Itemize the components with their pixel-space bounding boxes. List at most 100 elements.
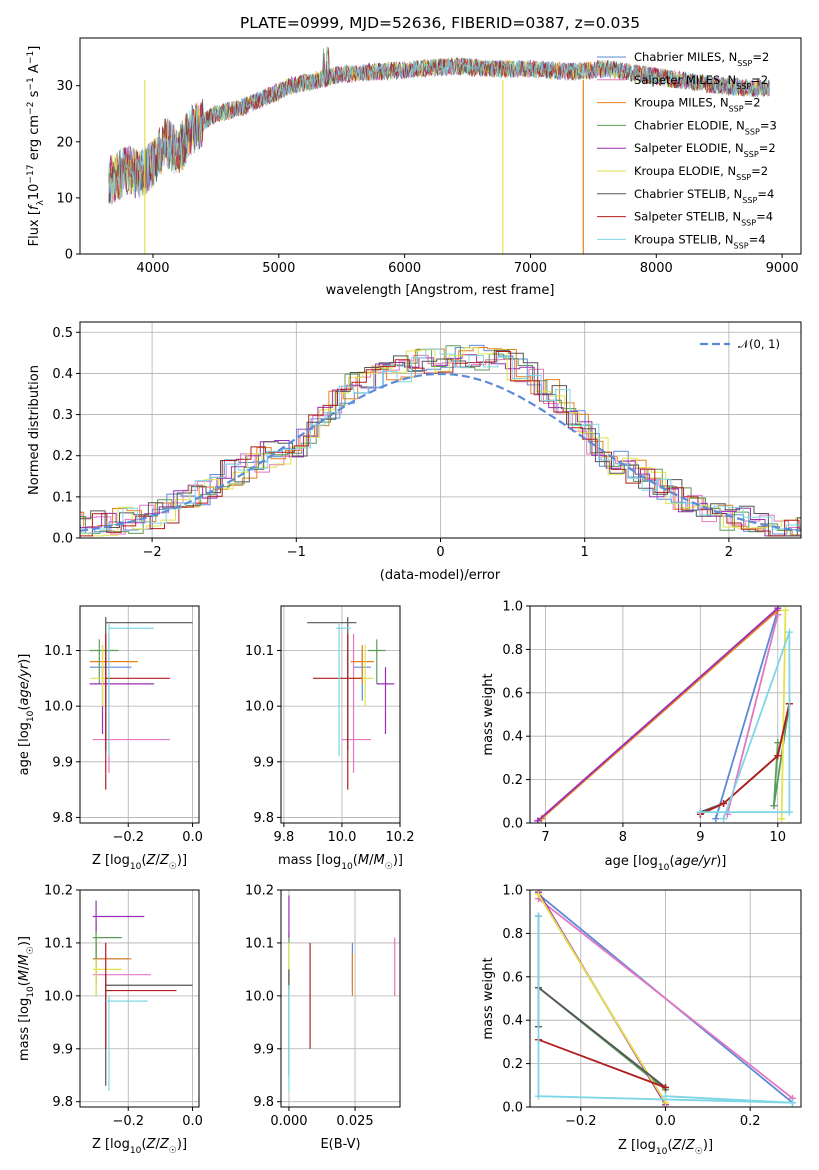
label-part: =2 [759,141,776,155]
y-axis-label: mass [log10(M/M☉)] [17,936,36,1061]
y-tick-label: 0.0 [502,817,523,832]
label-part: Z [log [92,1137,130,1152]
label-part: 10 [27,184,42,201]
legend-label: 𝒩(0, 1) [738,337,780,351]
panel-mass-weight-vs-Z: −0.2 0.0 0.2 0.0 0.2 0.4 0.6 0.8 1.0 mass weight Z… [481,884,802,1157]
label-part: 10 [26,986,36,998]
label-part: A [27,64,42,77]
legend-label: Kroupa STELIB, NSSP=4 [634,232,766,250]
legend-label: Chabrier MILES, NSSP=2 [634,50,769,68]
label-part: 10 [26,710,36,722]
weight-marker [789,1099,797,1107]
y-tick-label: 10.1 [44,936,73,951]
label-part: M [17,970,32,981]
y-tick-label: 10.1 [245,936,274,951]
plot-area [80,344,801,537]
x-tick-label: 2 [725,545,733,560]
x-axis-label: Z [log10(Z/Z☉)] [92,1137,187,1156]
label-part: =2 [751,164,768,178]
axes-frame [79,889,200,1108]
label-part: ( [353,853,358,868]
weight-marker [774,752,782,760]
label-part: )] [703,1138,713,1153]
label-part: f [27,203,42,210]
y-axis-label: mass weight [481,957,496,1039]
label-part: mass [log [17,998,32,1061]
plot-area [89,617,193,790]
label-part: =4 [749,232,766,246]
weight-line [699,703,791,816]
x-tick-label: −0.2 [112,1114,144,1129]
label-part: E(B-V) [320,1137,360,1152]
weight-marker [534,817,542,823]
y-tick-label: 10.2 [44,884,73,899]
weight-marker [720,815,728,823]
x-tick-label: 7000 [514,261,547,276]
x-tick-label: −1 [287,545,306,560]
label-part: −17 [26,164,36,183]
label-part: Z [159,1137,170,1152]
x-tick-label: 0.025 [336,1114,373,1129]
label-part: Salpeter ELODIE, N [634,141,744,155]
label-part: SSP [736,81,751,90]
label-part: Chabrier MILES, N [634,50,737,64]
label-part: =2 [751,73,768,87]
label-part: =3 [760,118,777,132]
weight-marker [774,606,782,612]
weight-line [538,1038,666,1089]
y-tick-label: 9.9 [52,1042,73,1057]
label-part: Z [672,1138,683,1153]
label-part: M [17,954,32,965]
spectrum-line [108,54,770,201]
weight-marker [720,799,728,807]
axes-frame [79,37,802,255]
label-part: )] [17,654,32,664]
axes-frame [79,605,200,824]
x-tick-label: 0.000 [270,1114,307,1129]
x-tick-label: 0.0 [655,1114,676,1129]
plot-area [534,890,797,1107]
y-tick-label: 9.8 [253,811,274,826]
weight-marker [785,808,793,816]
plot-area [108,46,770,254]
weight-marker [662,1092,669,1100]
label-part: / [17,965,32,970]
label-part: SSP [737,59,752,68]
y-tick-label: 9.8 [52,1095,73,1110]
label-part: )] [177,1137,187,1152]
y-tick-label: 9.8 [253,1095,274,1110]
histogram-steps [80,347,801,537]
label-part: ( [17,705,32,710]
label-part: age/yr [17,662,32,705]
weight-line [537,897,794,1100]
label-part: Salpeter MILES, N [634,73,736,87]
y-tick-label: 0.1 [52,490,73,505]
y-tick-label: 1.0 [502,600,523,615]
label-part: Chabrier STELIB, N [634,187,742,201]
y-tick-label: 30 [56,79,73,94]
x-tick-label: 0.0 [182,1114,203,1129]
y-tick-label: 10.0 [245,700,274,715]
y-tick-label: 0.0 [502,1101,523,1116]
y-axis-label: mass weight [481,673,496,755]
legend-label: Kroupa ELODIE, NSSP=2 [634,164,768,182]
plot-area [288,895,396,1092]
weight-line [537,916,667,1089]
axes-frame [280,605,401,824]
x-tick-label: 6000 [388,261,421,276]
label-part: =2 [744,96,761,110]
x-tick-label: 5000 [262,261,295,276]
y-axis-label: Normed distribution [27,365,42,495]
label-part: SSP [741,218,756,227]
label-part: Z [146,1137,157,1152]
y-tick-label: 9.9 [253,1042,274,1057]
label-part: λ [36,200,46,206]
label-part: Z [146,853,157,868]
y-tick-label: 10.1 [245,644,274,659]
legend-label: Chabrier ELODIE, NSSP=3 [634,118,777,136]
weight-line [780,610,787,819]
legend-label: Salpeter STELIB, NSSP=4 [634,210,773,228]
